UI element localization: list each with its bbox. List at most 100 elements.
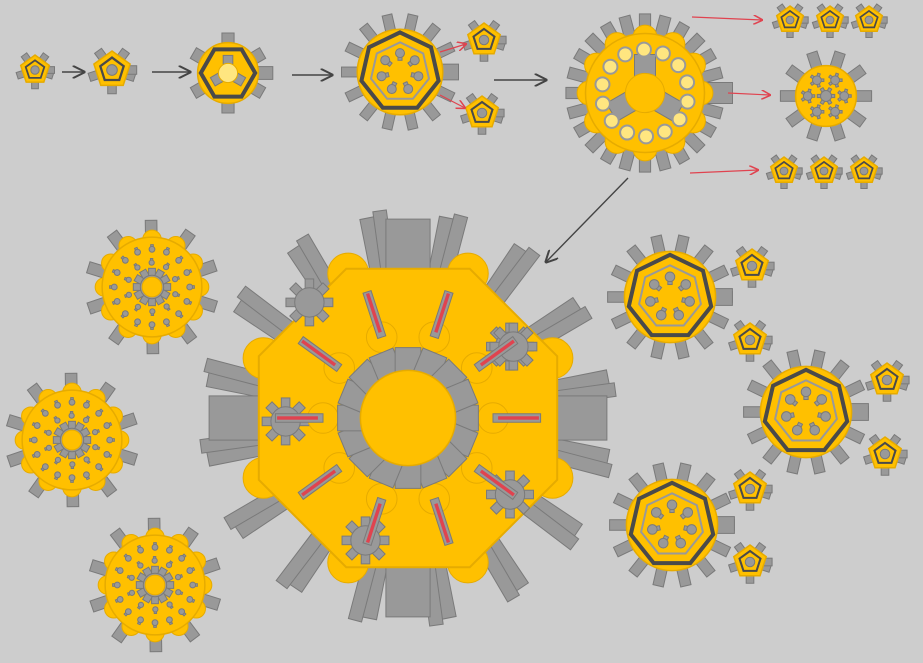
boss-core [359, 369, 457, 467]
node-right-spawn-1 [729, 245, 775, 288]
node-right-heptagon-3 [609, 462, 735, 588]
turret-knob [664, 271, 676, 286]
turret-knob [53, 415, 61, 424]
turret-knob [165, 560, 174, 569]
node-stage-5-bot-2 [805, 154, 843, 189]
pentagon-ring [738, 327, 762, 350]
light-turret [603, 112, 620, 129]
turret-knob [175, 310, 184, 319]
turret-knob [386, 80, 398, 95]
laser-barrel [429, 289, 454, 340]
turret-knob [672, 306, 685, 321]
turret-knob [53, 471, 61, 481]
node-right-spawn-6 [727, 541, 773, 584]
turret-knob [800, 386, 812, 401]
turret-knob [151, 542, 159, 551]
turret-knob [781, 411, 795, 422]
light-turret [594, 76, 611, 93]
core-turret [744, 556, 756, 568]
turret-knob [120, 310, 129, 319]
pentagon-ring [854, 160, 874, 180]
pentagon-ring [873, 441, 897, 464]
turret-knob [112, 581, 121, 589]
turret-knob [175, 589, 184, 596]
turret-knob [175, 255, 184, 264]
turret-knob [106, 436, 115, 444]
turret-knob [120, 255, 129, 264]
core-turret [881, 374, 893, 386]
turret-knob [172, 291, 181, 298]
turret-knob [395, 48, 405, 61]
node-left-fortress-3 [88, 517, 222, 653]
node-stage-5-bot-1 [765, 154, 803, 189]
main-battery [385, 218, 431, 274]
turret-knob [68, 410, 75, 419]
light-turret [602, 58, 619, 75]
turret-knob [683, 524, 697, 535]
turret-knob [645, 296, 659, 307]
light-turret [619, 124, 636, 141]
core-turret [744, 483, 756, 495]
pentagon-ring [24, 59, 46, 79]
turret-knob [123, 291, 133, 298]
turret-knob [82, 415, 91, 424]
core-turret [744, 334, 756, 346]
laser-barrel [473, 463, 519, 501]
turret-knob [114, 596, 124, 604]
pentagon-ring [470, 100, 494, 123]
gear-turret [837, 88, 852, 104]
node-stage-5 [565, 13, 733, 173]
turret-knob [152, 606, 159, 615]
laser-barrel [297, 335, 343, 373]
center-gear [816, 86, 836, 106]
turret-knob [148, 244, 156, 253]
gear-turret [800, 88, 816, 104]
core-turret [859, 166, 869, 176]
turret-knob [133, 318, 141, 328]
laser-barrel [473, 335, 519, 373]
turret-knob [133, 262, 141, 271]
turret-knob [681, 296, 695, 307]
gear-turret [828, 72, 843, 88]
turret-knob [111, 268, 121, 276]
turret-knob [109, 283, 118, 291]
fortress-core [624, 72, 666, 114]
turret-knob [136, 560, 144, 569]
turret-knob [95, 463, 104, 472]
turret-knob [178, 608, 187, 617]
light-turret [671, 111, 688, 128]
turret-knob [647, 524, 661, 535]
turret-knob [133, 246, 141, 256]
turret-knob [114, 566, 124, 574]
laser-barrel [362, 496, 387, 547]
core-turret [106, 64, 118, 76]
turret-knob [402, 80, 414, 95]
turret-knob [148, 257, 155, 266]
light-turret [656, 123, 673, 140]
turret-knob [53, 456, 62, 465]
turret-knob [677, 279, 692, 292]
turret-knob [376, 71, 390, 82]
pentagon-ring [98, 56, 126, 82]
turret-knob [407, 55, 420, 67]
turret-knob [189, 581, 198, 589]
turret-knob [183, 268, 193, 276]
pentagon-ring [814, 160, 834, 180]
turret-knob [68, 474, 76, 483]
pentagon-ring [774, 160, 794, 180]
turret-knob [111, 298, 121, 306]
core-turret [476, 107, 488, 119]
turret-knob [68, 397, 76, 406]
turret-knob [166, 544, 174, 554]
gear-turret [809, 104, 825, 120]
turret-knob [171, 276, 181, 283]
node-left-fortress-1 [85, 219, 219, 355]
node-stage-5-top-1 [771, 3, 809, 38]
heptagon-inner-ring [774, 379, 838, 442]
node-left-fortress-2 [5, 372, 139, 508]
arrow-stage-4-to-stage-4-spawn-a [439, 44, 466, 53]
node-right-spawn-4 [862, 433, 908, 476]
heptagon-inner-ring [369, 41, 431, 100]
core-turret [30, 65, 40, 75]
secondary-gear [285, 278, 334, 327]
